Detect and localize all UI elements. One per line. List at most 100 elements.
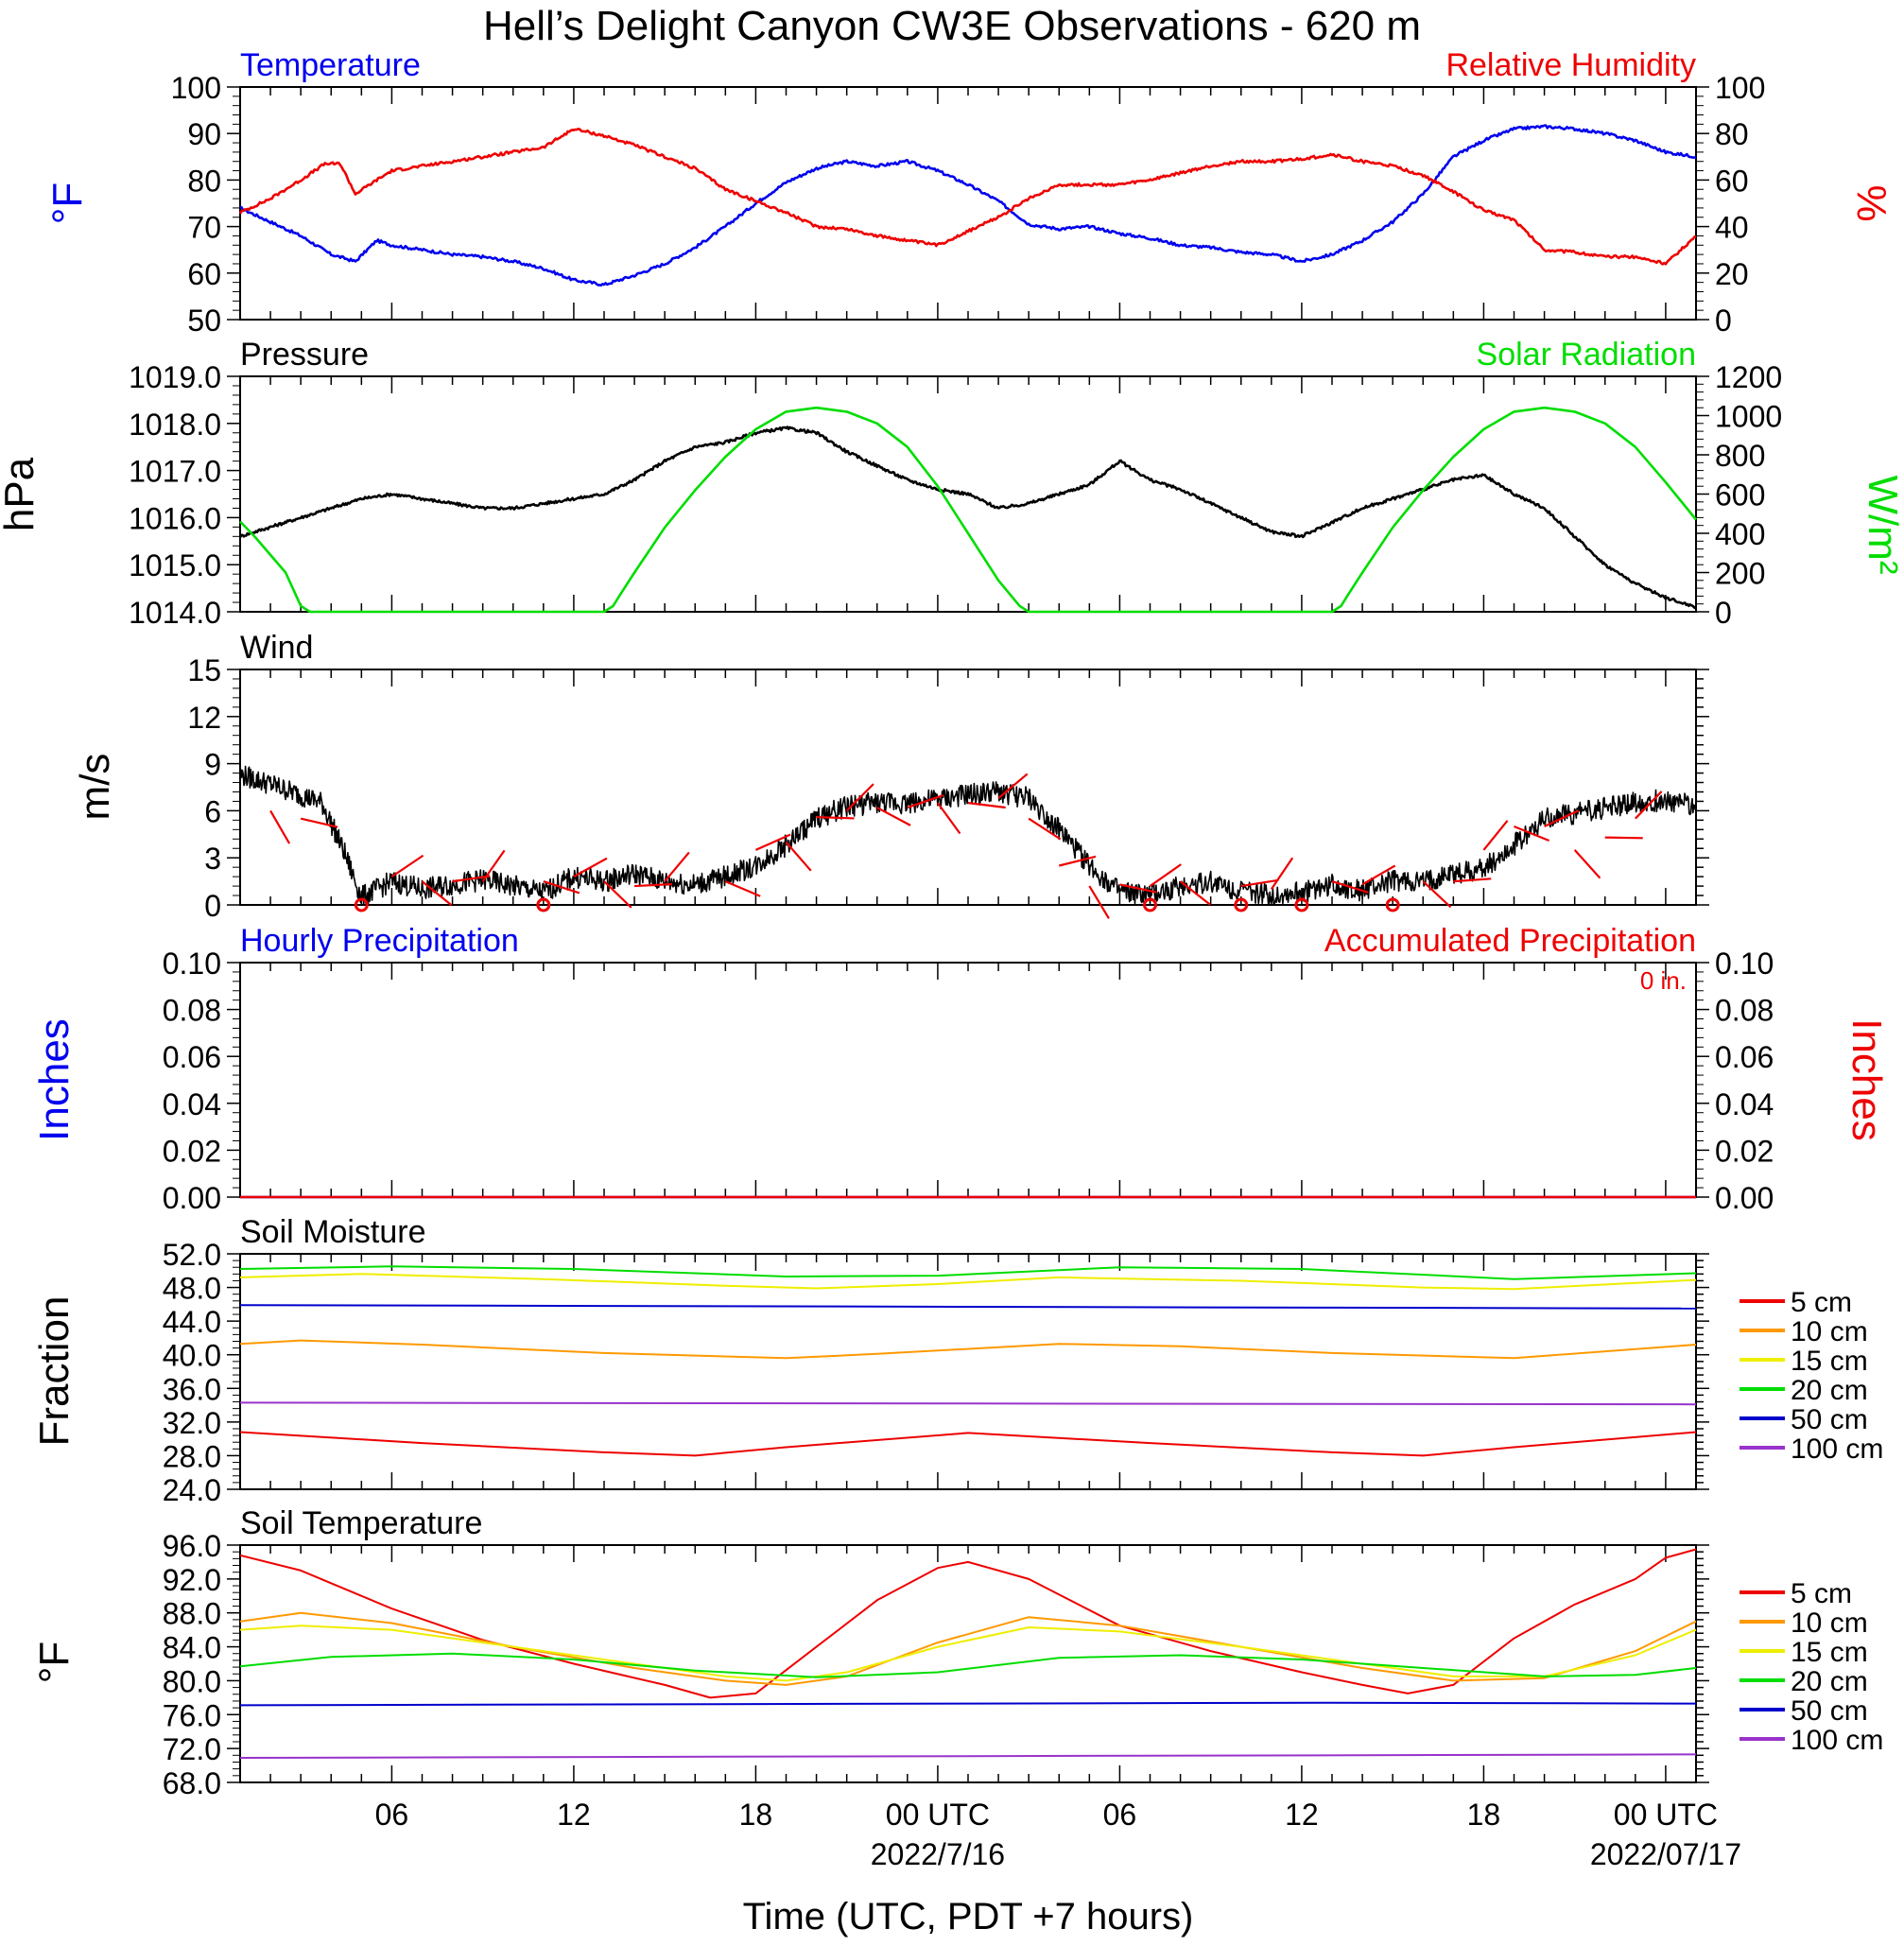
y-tick-label-right: 0.04	[1715, 1087, 1774, 1121]
series-line-50-cm	[239, 1701, 1697, 1707]
legend-label: 50 cm	[1791, 1695, 1868, 1727]
y-tick-label-left: 88.0	[163, 1597, 221, 1631]
y-axis-title-left: °F	[44, 182, 91, 224]
y-tick-label-left: 28.0	[163, 1439, 221, 1473]
y-tick-label-right: 200	[1715, 557, 1765, 591]
y-tick-label-left: 40.0	[163, 1339, 221, 1373]
y-tick-label-right: 600	[1715, 478, 1765, 513]
wind-barb	[1453, 877, 1492, 883]
y-tick-label-left: 92.0	[163, 1563, 221, 1597]
plot-frame	[239, 962, 1697, 1198]
panel-0: 50 60 70 80 90 100 0 20 40 60 80 100 Temperature Rela…	[44, 47, 1895, 338]
wind-barb	[1149, 863, 1182, 887]
y-tick-label-right: 0.10	[1715, 947, 1774, 981]
wind-barb	[421, 880, 453, 907]
y-tick-label-right: 0	[1715, 596, 1732, 630]
y-tick-label-left: 72.0	[163, 1732, 221, 1766]
y-axis-title-left: Fraction	[31, 1296, 78, 1447]
panel-title-left: Pressure	[240, 337, 369, 373]
y-tick-label-right: 400	[1715, 517, 1765, 551]
y-tick-label-left: 15	[187, 653, 221, 687]
wind-barb	[1119, 883, 1157, 894]
panel-title-left: Soil Temperature	[240, 1505, 482, 1541]
wind-barb	[724, 880, 761, 897]
legend-label: 10 cm	[1791, 1607, 1868, 1639]
y-tick-label-left: 0.04	[163, 1087, 221, 1121]
series-line-20-cm	[239, 1652, 1697, 1678]
y-tick-label-left: 60	[187, 257, 221, 291]
y-axis-title-left: m/s	[72, 754, 118, 821]
y-tick-label-left: 0.08	[163, 994, 221, 1028]
y-tick-label-left: 1016.0	[129, 501, 221, 535]
legend-label: 15 cm	[1791, 1346, 1868, 1377]
x-axis-title: Time (UTC, PDT +7 hours)	[743, 1896, 1194, 1937]
accumulated-total-label: 0 in.	[1640, 966, 1687, 995]
y-axis-title-left: hPa	[0, 457, 43, 531]
y-tick-label-left: 9	[204, 748, 221, 782]
x-tick-label: 06	[375, 1798, 409, 1832]
panel-title-left: Hourly Precipitation	[240, 923, 519, 959]
panel-title-left: Wind	[240, 630, 313, 666]
y-tick-label-left: 0.00	[163, 1181, 221, 1215]
y-axis-title-right: Inches	[1843, 1018, 1890, 1141]
wind-barb	[967, 802, 1006, 809]
x-tick-label: 00 UTC	[1614, 1798, 1718, 1832]
panel-title-left: Soil Moisture	[240, 1214, 426, 1250]
y-tick-label-left: 32.0	[163, 1406, 221, 1440]
y-tick-label-right: 0.08	[1715, 994, 1774, 1028]
wind-barb	[876, 807, 911, 826]
series-line-temperature	[239, 124, 1697, 287]
legend-label: 20 cm	[1791, 1375, 1868, 1406]
x-tick-label: 12	[1285, 1798, 1319, 1832]
wind-barb	[452, 875, 491, 883]
y-tick-label-left: 0.10	[163, 947, 221, 981]
wind-barb	[269, 809, 291, 844]
wind-barb	[1482, 820, 1509, 851]
wind-barb	[1179, 880, 1211, 906]
panel-1: 1014.0 1015.0 1016.0 1017.0 1018.0 1019.0 0 200…	[0, 337, 1904, 630]
wind-barb	[997, 773, 1029, 799]
wind-barb	[664, 851, 690, 882]
series-line-10-cm	[239, 1611, 1697, 1686]
series-line-50-cm	[239, 1304, 1697, 1310]
series-line-100-cm	[239, 1753, 1697, 1759]
legend-label: 20 cm	[1791, 1666, 1868, 1697]
y-tick-label-right: 0.00	[1715, 1181, 1774, 1215]
y-tick-label-left: 48.0	[163, 1272, 221, 1306]
y-tick-label-left: 1018.0	[129, 408, 221, 442]
panel-3: 0.00 0.02 0.04 0.06 0.08 0.10 0.00 0.02 0.04 0.06…	[31, 923, 1890, 1215]
y-tick-label-right: 40	[1715, 211, 1749, 245]
y-tick-label-right: 20	[1715, 257, 1749, 291]
calm-wind-marker	[1234, 897, 1249, 912]
y-tick-label-left: 1014.0	[129, 596, 221, 630]
legend-label: 50 cm	[1791, 1404, 1868, 1435]
series-line-15-cm	[239, 1625, 1697, 1682]
wind-barb	[754, 833, 791, 851]
legend-label: 5 cm	[1791, 1578, 1852, 1609]
x-tick-label: 12	[557, 1798, 591, 1832]
series-line-100-cm	[239, 1401, 1697, 1406]
wind-barb	[1544, 809, 1580, 827]
y-tick-label-left: 12	[187, 701, 221, 735]
y-tick-label-left: 80.0	[163, 1664, 221, 1698]
wind-barb	[300, 817, 338, 828]
y-tick-label-left: 0.02	[163, 1134, 221, 1168]
x-date-label: 2022/7/16	[871, 1837, 1005, 1871]
wind-barb	[603, 880, 632, 909]
wind-barb	[481, 849, 506, 882]
wind-barb	[907, 794, 944, 809]
calm-wind-marker	[354, 897, 369, 912]
y-axis-title-left: °F	[31, 1642, 78, 1683]
wind-barb	[573, 857, 608, 878]
wind-barb	[1240, 878, 1279, 888]
panel-2: 0 3 6 9 12 15 Wind m/s	[72, 630, 1709, 923]
legend-label: 100 cm	[1791, 1433, 1883, 1465]
plot-frame	[239, 1544, 1697, 1783]
wind-barb	[1028, 817, 1062, 841]
wind-barb	[1331, 880, 1369, 894]
legend-label: 10 cm	[1791, 1316, 1868, 1347]
series-line-5-cm	[239, 1431, 1697, 1457]
y-tick-label-left: 90	[187, 117, 221, 151]
wind-barb	[816, 815, 855, 820]
